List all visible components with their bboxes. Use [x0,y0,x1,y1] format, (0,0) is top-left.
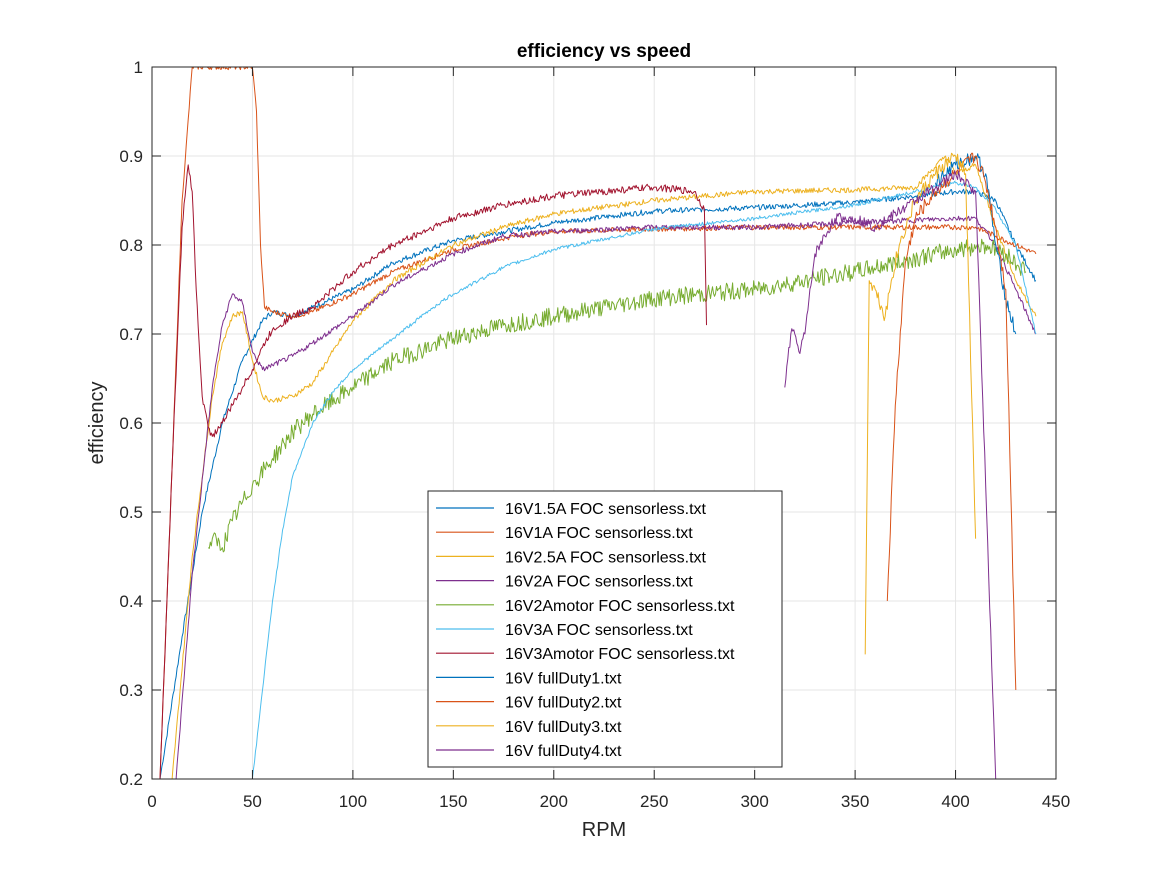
legend-entry: 16V fullDuty3.txt [505,719,622,736]
y-tick-label: 0.7 [119,325,143,344]
legend-entry: 16V3A FOC sensorless.txt [505,622,693,639]
x-tick-label: 450 [1042,792,1070,811]
x-tick-label: 50 [243,792,262,811]
series-line-9 [886,152,1017,691]
series-line-11 [784,170,997,779]
series-line-6 [251,180,1037,779]
series-line-3 [171,155,1037,779]
y-tick-label: 0.8 [119,236,143,255]
x-tick-label: 0 [147,792,156,811]
legend-entry: 16V1.5A FOC sensorless.txt [505,501,707,518]
series-line-7 [159,164,707,779]
x-tick-label: 300 [740,792,768,811]
legend-entry: 16V fullDuty4.txt [505,743,622,760]
x-tick-label: 100 [339,792,367,811]
y-tick-label: 0.9 [119,147,143,166]
y-tick-label: 0.4 [119,592,143,611]
legend-entry: 16V3Amotor FOC sensorless.txt [505,646,735,663]
x-tick-label: 400 [941,792,969,811]
y-tick-label: 0.3 [119,681,143,700]
x-tick-label: 250 [640,792,668,811]
y-tick-label: 0.5 [119,503,143,522]
legend-entry: 16V fullDuty1.txt [505,670,622,687]
legend-entry: 16V2A FOC sensorless.txt [505,574,693,591]
y-axis-label: efficiency [86,381,108,464]
y-tick-label: 1 [134,58,143,77]
y-tick-label: 0.6 [119,414,143,433]
y-tick-label: 0.2 [119,770,143,789]
series-line-10 [864,152,977,655]
x-axis-label: RPM [582,819,626,841]
legend-entry: 16V2.5A FOC sensorless.txt [505,549,707,566]
axis-ticks: 0 50 100 150 200 250 300 350 400 450 0.2 0.3 0.4 0.5 0… [119,58,1070,811]
legend-entry: 16V fullDuty2.txt [505,695,622,712]
series-group [159,67,1037,779]
x-tick-label: 150 [439,792,467,811]
chart-title: efficiency vs speed [517,41,691,62]
series-line-5 [207,238,1027,553]
x-tick-label: 200 [540,792,568,811]
legend: 16V1.5A FOC sensorless.txt 16V1A FOC sens… [427,490,783,768]
legend-entry: 16V2Amotor FOC sensorless.txt [505,598,735,615]
legend-entry: 16V1A FOC sensorless.txt [505,525,693,542]
x-tick-label: 350 [841,792,869,811]
